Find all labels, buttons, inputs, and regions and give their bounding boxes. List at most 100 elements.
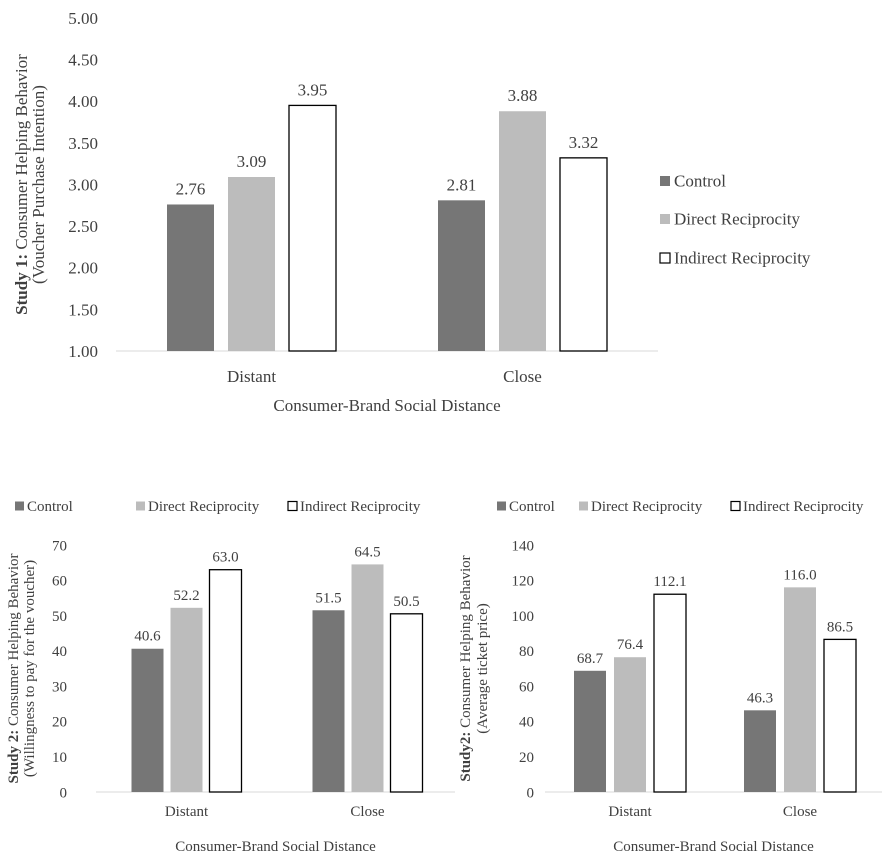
bar bbox=[167, 204, 214, 351]
y-tick-label: 10 bbox=[52, 750, 67, 766]
y-axis-subtitle: (Average ticket price) bbox=[475, 603, 491, 733]
legend-label: Control bbox=[674, 172, 726, 191]
data-label: 3.88 bbox=[508, 86, 538, 105]
legend-label: Direct Reciprocity bbox=[591, 499, 703, 515]
legend-label: Indirect Reciprocity bbox=[674, 249, 811, 268]
y-tick-label: 3.00 bbox=[68, 175, 98, 194]
y-axis-subtitle: (Voucher Purchase Intention) bbox=[29, 85, 48, 284]
bar bbox=[131, 648, 164, 792]
data-label: 3.09 bbox=[237, 152, 267, 171]
y-tick-label: 3.50 bbox=[68, 134, 98, 153]
y-tick-label: 4.00 bbox=[68, 92, 98, 111]
legend-swatch bbox=[287, 500, 298, 512]
bar bbox=[499, 111, 546, 352]
y-tick-label: 80 bbox=[519, 644, 534, 660]
y-tick-label: 1.50 bbox=[68, 300, 98, 319]
bar bbox=[744, 710, 776, 792]
y-tick-label: 60 bbox=[519, 679, 534, 695]
legend: Control Direct Reciprocity Indirect Recipr… bbox=[659, 172, 811, 268]
y-axis-title: Study 2: Consumer Helping Behavior bbox=[6, 553, 22, 783]
legend-label: Indirect Reciprocity bbox=[300, 499, 421, 515]
category-label: Distant bbox=[165, 804, 209, 820]
bar bbox=[784, 587, 816, 792]
chart-2: 0 10 20 30 40 50 60 70 40.6 52.2 63.0 Distant 51.5 64… bbox=[6, 499, 455, 855]
legend-swatch bbox=[15, 501, 24, 511]
data-label: 51.5 bbox=[315, 590, 341, 606]
x-axis-title: Consumer-Brand Social Distance bbox=[613, 839, 814, 855]
legend-swatch bbox=[136, 501, 145, 511]
legend-swatch bbox=[579, 501, 588, 511]
y-axis-title-main: Consumer Helping Behavior bbox=[6, 553, 22, 729]
data-label: 3.32 bbox=[569, 133, 599, 152]
data-label: 52.2 bbox=[173, 588, 199, 604]
bar bbox=[208, 569, 243, 793]
bar bbox=[574, 670, 606, 792]
legend-swatch bbox=[660, 176, 670, 186]
y-tick-label: 4.50 bbox=[68, 51, 98, 70]
y-tick-label: 120 bbox=[512, 574, 535, 590]
y-axis-title-main: Consumer Helping Behavior bbox=[458, 555, 474, 731]
y-tick-label: 0 bbox=[60, 785, 68, 801]
data-label: 112.1 bbox=[653, 574, 686, 590]
y-tick-label: 100 bbox=[512, 609, 535, 625]
y-axis-title: Study2: Consumer Helping Behavior bbox=[458, 555, 474, 781]
bar bbox=[288, 104, 337, 352]
y-axis-title-study: Study 2: bbox=[6, 730, 22, 784]
bar bbox=[653, 593, 687, 793]
bar bbox=[170, 607, 203, 792]
data-label: 50.5 bbox=[393, 594, 419, 610]
chart-3: 0 20 40 60 80 100 120 140 68.7 76.4 112.1 Distant 46… bbox=[458, 499, 882, 855]
bar bbox=[351, 564, 384, 792]
y-axis-subtitle: (Willingness to pay for the voucher) bbox=[22, 560, 38, 777]
legend-label: Direct Reciprocity bbox=[148, 499, 260, 515]
data-label: 64.5 bbox=[354, 544, 380, 560]
category-label: Close bbox=[783, 804, 818, 820]
bar bbox=[823, 638, 857, 793]
bar bbox=[559, 157, 608, 352]
y-tick-label: 5.00 bbox=[68, 9, 98, 28]
y-tick-label: 0 bbox=[527, 785, 535, 801]
legend-swatch bbox=[730, 500, 741, 512]
y-tick-label: 20 bbox=[52, 715, 67, 731]
y-tick-label: 20 bbox=[519, 750, 534, 766]
category-label: Close bbox=[350, 804, 385, 820]
legend-swatch bbox=[497, 501, 506, 511]
y-tick-label: 2.00 bbox=[68, 259, 98, 278]
data-label: 2.81 bbox=[447, 175, 477, 194]
data-label: 68.7 bbox=[577, 651, 604, 667]
legend-label: Control bbox=[509, 499, 555, 515]
y-tick-label: 60 bbox=[52, 574, 67, 590]
data-label: 46.3 bbox=[747, 690, 773, 706]
y-tick-label: 2.50 bbox=[68, 217, 98, 236]
y-axis-title-main: Consumer Helping Behavior bbox=[12, 54, 31, 254]
y-tick-label: 30 bbox=[52, 679, 67, 695]
legend: Control Direct Reciprocity Indirect Recipr… bbox=[15, 499, 421, 515]
data-label: 116.0 bbox=[783, 567, 816, 583]
x-axis-title: Consumer-Brand Social Distance bbox=[175, 839, 376, 855]
y-axis-title-study: Study 1: bbox=[12, 254, 31, 315]
legend-swatch bbox=[659, 252, 671, 264]
y-tick-label: 40 bbox=[52, 644, 67, 660]
chart-1: 1.00 1.50 2.00 2.50 3.00 3.50 4.00 4.50 5.00 2.76… bbox=[12, 9, 811, 415]
category-label: Distant bbox=[608, 804, 652, 820]
bar bbox=[228, 177, 275, 351]
y-tick-label: 50 bbox=[52, 609, 67, 625]
data-label: 2.76 bbox=[176, 179, 206, 198]
data-label: 63.0 bbox=[212, 550, 238, 566]
y-axis-title: Study 1: Consumer Helping Behavior bbox=[12, 54, 31, 315]
legend: Control Direct Reciprocity Indirect Recipr… bbox=[497, 499, 864, 515]
bar bbox=[312, 610, 345, 792]
legend-label: Direct Reciprocity bbox=[674, 210, 801, 229]
category-label: Close bbox=[503, 367, 542, 386]
data-label: 3.95 bbox=[298, 80, 328, 99]
category-label: Distant bbox=[227, 367, 276, 386]
data-label: 40.6 bbox=[134, 629, 161, 645]
y-tick-label: 70 bbox=[52, 538, 67, 554]
x-axis-title: Consumer-Brand Social Distance bbox=[273, 396, 500, 415]
legend-label: Indirect Reciprocity bbox=[743, 499, 864, 515]
legend-swatch bbox=[660, 214, 670, 224]
y-axis-title-study: Study2: bbox=[458, 732, 474, 782]
bar bbox=[614, 657, 646, 792]
y-tick-label: 1.00 bbox=[68, 342, 98, 361]
